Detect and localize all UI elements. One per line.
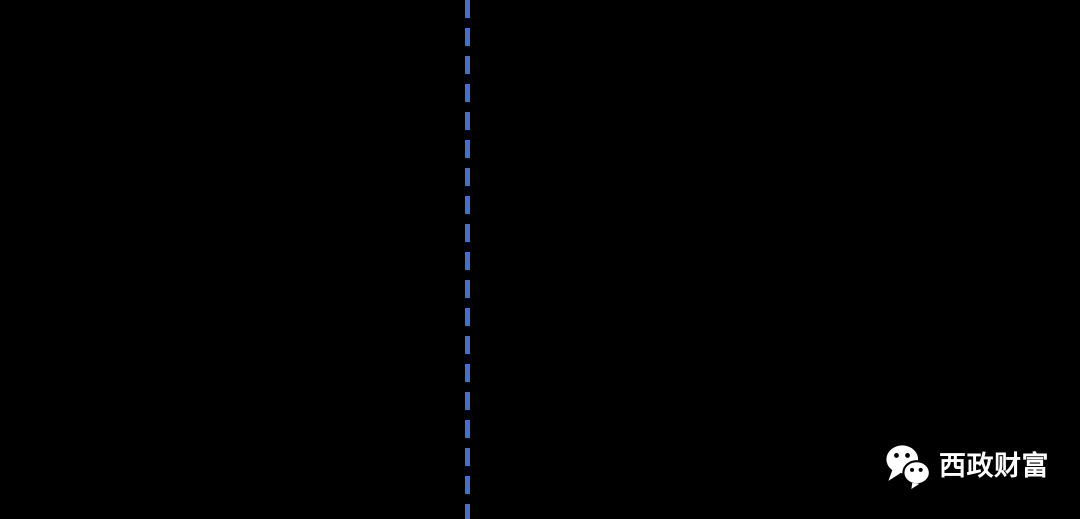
brand-watermark: 西政财富 xyxy=(884,443,1049,490)
wechat-icon xyxy=(886,445,931,490)
vertical-dashed-divider xyxy=(465,0,470,519)
brand-watermark-text: 西政财富 xyxy=(939,451,1049,481)
